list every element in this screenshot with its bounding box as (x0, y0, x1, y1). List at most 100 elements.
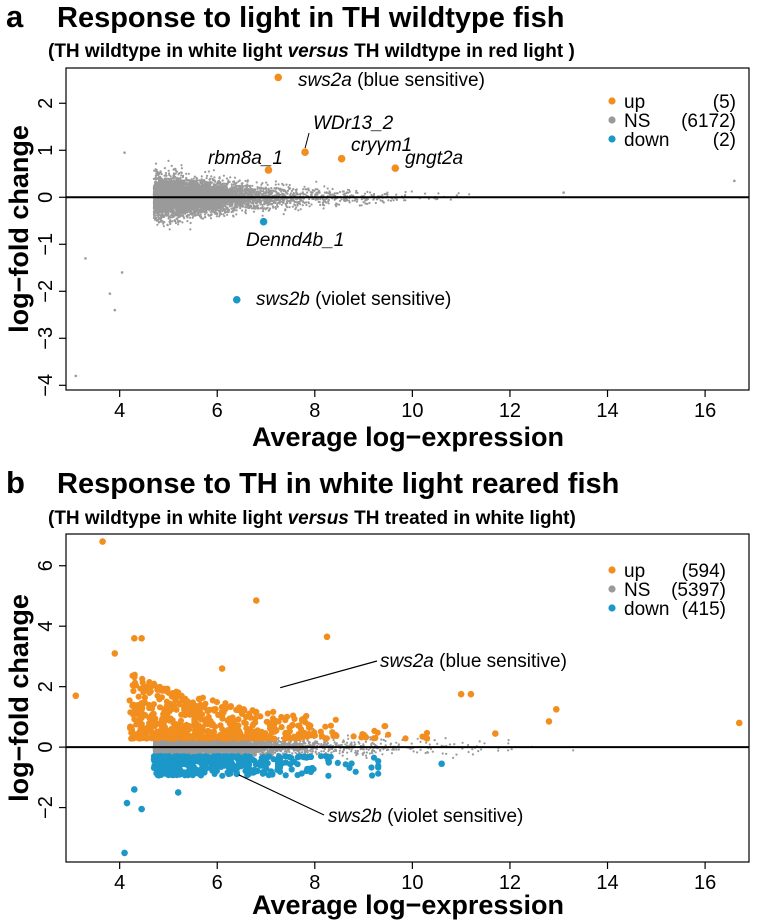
panel-a-ns-point (171, 211, 173, 213)
panel-a-ns-point (285, 205, 287, 207)
panel-a-ns-point (241, 209, 243, 211)
panel-a-ns-point (222, 179, 224, 181)
panel-a-ns-point (259, 189, 261, 191)
panel-a-ns-point (171, 165, 173, 167)
panel-a-ns-point (262, 210, 264, 212)
panel-a-ns-point (368, 202, 370, 204)
panel-a-ns-point (456, 194, 458, 196)
panel-a-ns-point (251, 185, 253, 187)
panel-a-ns-point (271, 203, 273, 205)
panel-a-ns-point (322, 199, 324, 201)
panel-a-ns-point (335, 205, 337, 207)
panel-a-ns-point (201, 175, 203, 177)
panel-a-ns-point (179, 214, 181, 216)
panel-a-ns-point (231, 183, 233, 185)
panel-a-ns-point (161, 173, 163, 175)
panel-a-ns-point (305, 204, 307, 206)
panel-a-ns-point (319, 204, 321, 206)
panel-a-ns-point (160, 219, 162, 221)
panel-a-ns-point (275, 184, 277, 186)
panel-a-ns-point (213, 176, 215, 178)
panel-a-ns-point (349, 201, 351, 203)
panel-a-ns-point (208, 170, 210, 172)
panel-a-ns-point (226, 203, 228, 205)
panel-a-ns-point (458, 192, 460, 194)
panel-a-ns-point (356, 201, 358, 203)
panel-a-ns-point (219, 177, 221, 179)
panel-a-ns-point (339, 200, 341, 202)
panel-a-ns-point (312, 189, 314, 191)
panel-a-ns-point (300, 200, 302, 202)
panel-a-ns-point (293, 194, 295, 196)
panel-a-ns-point (332, 188, 334, 190)
panel-a-ns-point (352, 200, 354, 202)
panel-a-ns-point (323, 207, 325, 209)
panel-a-ns-point (188, 173, 190, 175)
panel-a-ns-point (252, 189, 254, 191)
panel-a-ns-point (165, 175, 167, 177)
panel-a-ns-point (234, 177, 236, 179)
panel-a-ns-point (262, 188, 264, 190)
panel-a-ns-points (74, 151, 735, 377)
panel-a-ns-point (190, 222, 192, 224)
panel-a-ns-point (232, 215, 234, 217)
panel-a-ns-point (393, 199, 395, 201)
panel-a-ns-point (267, 192, 269, 194)
panel-a-ns-point (375, 202, 377, 204)
panel-a-ns-point (235, 213, 237, 215)
panel-a-ns-point (390, 200, 392, 202)
panel-a-ns-point (170, 175, 172, 177)
panel-a-ns-point (256, 188, 258, 190)
panel-a-ns-point (164, 167, 166, 169)
panel-a-ns-point (226, 177, 228, 179)
panel-a-ns-point (395, 194, 397, 196)
panel-a-title: Response to light in TH wildtype fish (57, 2, 565, 34)
panel-a-ns-point (339, 191, 341, 193)
panel-a-subtitle: (TH wildtype in white light versus TH wi… (48, 41, 575, 62)
panel-a-ns-point (267, 184, 269, 186)
panel-a-ns-point (361, 204, 363, 206)
panel-a-ns-point (210, 217, 212, 219)
panel-a-ns-point (229, 176, 231, 178)
panel-a-ns-point (175, 222, 177, 224)
panel-a-ns-point (167, 224, 169, 226)
panel-a-ns-point (256, 181, 258, 183)
panel-a-ns-point (158, 172, 160, 174)
panel-a-ns-point (302, 204, 304, 206)
panel-a-ns-point (169, 219, 171, 221)
panel-a-ns-point (262, 194, 264, 196)
panel-a-ns-point (280, 191, 282, 193)
panel-a-ns-point (210, 175, 212, 177)
panel-a-ns-point (288, 206, 290, 208)
panel-a-ns-point (222, 213, 224, 215)
panel-a-ns-point (382, 201, 384, 203)
panel-a-ns-point (381, 194, 383, 196)
panel-a-ns-point (283, 213, 285, 215)
panel-a-ns-point (305, 201, 307, 203)
panel-a-ns-point (216, 215, 218, 217)
panel-a-ns-point (177, 221, 179, 223)
panel-a-ns-point (278, 183, 280, 185)
panel-a-ns-point (227, 179, 229, 181)
panel-a-ns-point (323, 185, 325, 187)
panel-a-ns-point (364, 193, 366, 195)
panel-a-ns-point (268, 189, 270, 191)
panel-a-ns-point (231, 185, 233, 187)
panel-a-ns-point (181, 167, 183, 169)
panel-a-ns-point (306, 191, 308, 193)
panel-a-ns-point (215, 213, 217, 215)
panel-a-ns-point (361, 198, 363, 200)
panel-a-ns-point (292, 199, 294, 201)
panel-a-ns-point (163, 225, 165, 227)
panel-a-ns-point (366, 191, 368, 193)
panel-a-ns-point (162, 211, 164, 213)
panel-a-ns-point (310, 191, 312, 193)
panel-a-ns-point (366, 199, 368, 201)
panel-a-ns-point (450, 199, 452, 201)
panel-a-ns-point (239, 185, 241, 187)
panel-a-letter: a (6, 0, 24, 34)
panel-a-ns-point (161, 213, 163, 215)
panel-a-ns-point (245, 212, 247, 214)
panel-a-ns-point (175, 173, 177, 175)
panel-a-ns-point (253, 211, 255, 213)
